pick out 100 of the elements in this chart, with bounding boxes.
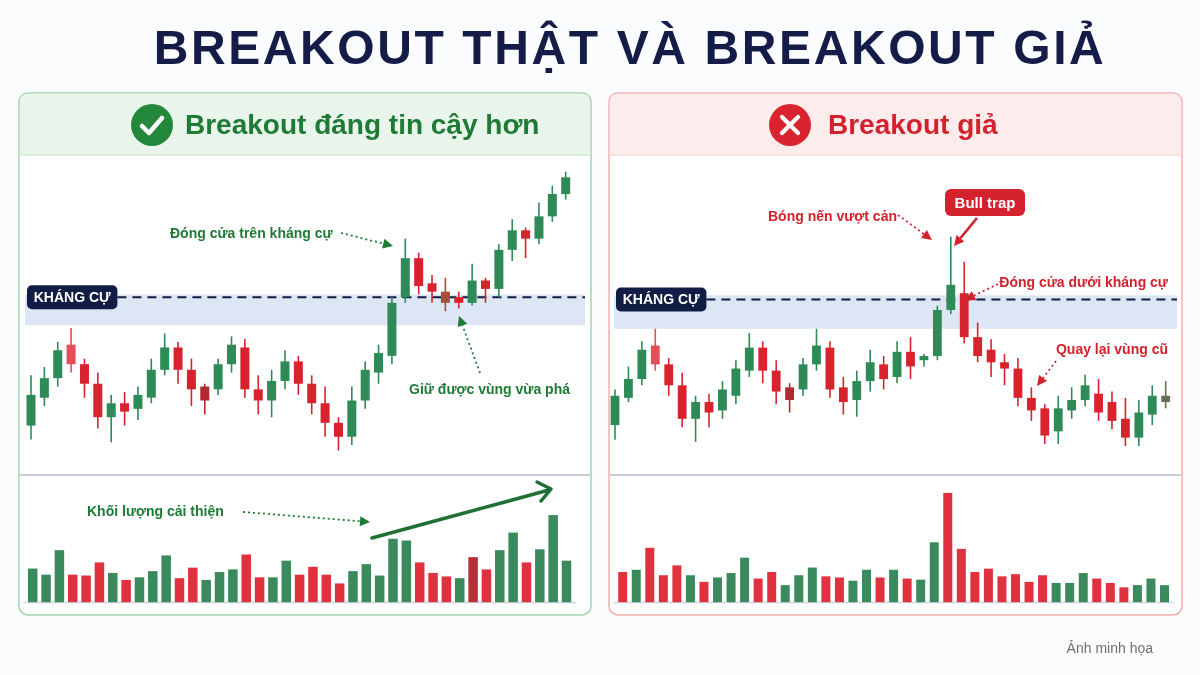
candlestick [1080, 374, 1090, 408]
bar [535, 549, 545, 603]
bar [1078, 573, 1088, 603]
annotation: Đóng cửa dưới kháng cự [999, 274, 1169, 290]
candlestick [66, 327, 76, 374]
bar [188, 567, 198, 603]
bar [1105, 582, 1115, 603]
annotation: Khối lượng cải thiện [87, 503, 224, 519]
bar [1160, 585, 1169, 603]
candlestick [865, 348, 875, 393]
bar [970, 571, 980, 603]
bar [214, 572, 225, 603]
candlestick [1107, 390, 1117, 431]
text: BREAKOUT THẬT VÀ BREAKOUT GIẢ [153, 20, 1107, 74]
candlestick [293, 355, 303, 396]
bar [281, 560, 292, 603]
bar [468, 557, 478, 603]
candlestick [704, 392, 714, 428]
bar [174, 578, 185, 603]
candlestick [664, 357, 674, 397]
candlestick [1147, 384, 1157, 426]
bar [428, 572, 438, 603]
bar [889, 569, 899, 603]
bar [54, 550, 65, 603]
candlestick [852, 369, 862, 418]
chart-title: Breakout giả [828, 109, 999, 140]
candlestick [467, 262, 477, 307]
candlestick [771, 359, 781, 405]
candlestick [1121, 397, 1130, 447]
bar [548, 515, 558, 603]
candlestick [785, 382, 795, 414]
bar [41, 574, 51, 603]
bar [27, 568, 38, 603]
candlestick [267, 368, 277, 419]
bar [201, 579, 211, 603]
candlestick [253, 374, 263, 416]
candlestick [758, 340, 768, 385]
bar [374, 575, 385, 603]
candlestick [812, 327, 821, 372]
bar [943, 492, 953, 603]
bar [454, 578, 465, 603]
bar [1092, 578, 1102, 603]
text: Bóng nến vượt cản [768, 208, 897, 224]
bar [807, 567, 817, 603]
bar [108, 572, 118, 603]
bar [561, 560, 572, 603]
bar [348, 571, 358, 603]
bar [161, 555, 171, 603]
text: Ảnh minh họa [1066, 640, 1154, 656]
bar [334, 583, 345, 603]
bar [441, 576, 452, 603]
bar [685, 575, 695, 603]
candlestick [1026, 386, 1036, 422]
bar [401, 540, 412, 603]
candlestick [1000, 353, 1009, 387]
candlestick [106, 394, 116, 444]
candlestick [507, 218, 517, 262]
bar [508, 532, 518, 603]
annotation: Quay lại vùng cũ [1055, 341, 1168, 357]
bar [1065, 582, 1075, 603]
candlestick [973, 321, 983, 364]
bar [1132, 585, 1142, 603]
bar [268, 577, 278, 603]
bar [321, 574, 332, 603]
candlestick [838, 376, 848, 416]
bar [495, 550, 505, 603]
annotation: Đóng cửa trên kháng cự [170, 225, 334, 241]
candlestick [160, 332, 170, 377]
bar [780, 585, 790, 603]
bar [294, 574, 305, 603]
bar [631, 569, 641, 603]
candlestick [481, 276, 490, 304]
bar [414, 562, 425, 603]
bar [862, 569, 872, 603]
bar [916, 579, 926, 603]
bar [1146, 578, 1156, 603]
candlestick [1161, 380, 1171, 410]
bar [740, 557, 750, 603]
bar [1024, 581, 1034, 603]
candlestick [534, 201, 544, 246]
bar [308, 566, 318, 603]
bar [121, 579, 131, 603]
candlestick [427, 274, 437, 304]
candlestick [906, 336, 915, 380]
candlestick [120, 391, 130, 427]
candlestick [650, 327, 660, 372]
candlestick [1053, 394, 1063, 445]
bar [658, 575, 668, 603]
candlestick [1067, 386, 1077, 420]
candlestick [200, 382, 210, 416]
candlestick [374, 343, 384, 385]
bar [726, 573, 736, 603]
bar [1119, 587, 1129, 603]
bar [753, 578, 763, 603]
bar [521, 562, 532, 603]
bar [699, 581, 709, 603]
bar [254, 577, 265, 603]
candlestick [79, 357, 89, 399]
candlestick [624, 365, 633, 403]
chart-title: Breakout đáng tin cậy hơn [185, 109, 540, 140]
